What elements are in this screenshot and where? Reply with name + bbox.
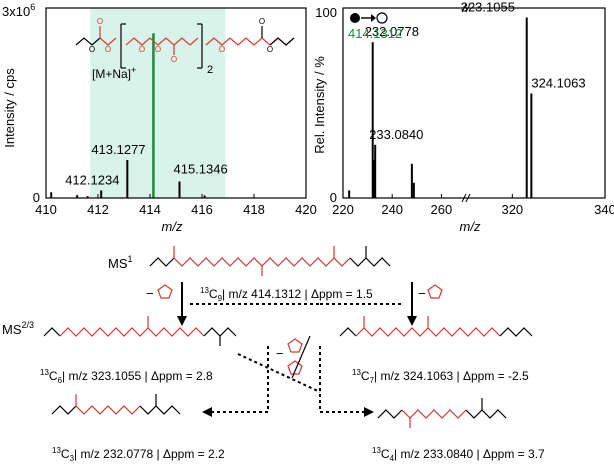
precursor-structure <box>75 23 295 69</box>
svg-text:O: O <box>139 45 145 54</box>
right-x-axis-label: m/z <box>460 219 481 234</box>
arrow-down-left-icon <box>177 316 187 326</box>
or-slash <box>291 335 311 379</box>
right-plot-frame <box>342 7 606 199</box>
adduct-label: [M+Na]+ <box>92 65 136 81</box>
fragment-molecule-2 <box>339 316 533 337</box>
right-y-tick-0: 0 <box>330 190 337 205</box>
fragment-4-annotation: 13C4| m/z 233.0840 | Δppm = 3.7 <box>372 446 545 463</box>
peak-label: 324.1063 <box>531 76 585 91</box>
x-tick-label: 416 <box>191 202 213 217</box>
right-peaks: 232.0778 233.0840 323.1055 324.1063 <box>348 0 586 198</box>
fragment-molecule-4 <box>377 398 507 428</box>
left-y-zero-tick: 0 <box>33 190 40 205</box>
open-circle-icon <box>376 12 388 24</box>
y-multiplier: 3x106 <box>2 2 35 19</box>
left-x-axis-label: m/z <box>162 219 183 234</box>
left-peaks: 412.1234 413.1277 414.1312 415.1346 <box>50 0 228 198</box>
ms1-label: MS1 <box>108 254 133 271</box>
minus-sign-1: − <box>146 286 154 301</box>
scheme-precursor-molecule <box>149 246 391 276</box>
x-tick-label: 260 <box>431 202 453 217</box>
svg-text:O: O <box>259 17 265 26</box>
fragment-2-annotation: 13C7| m/z 324.1063 | Δppm = -2.5 <box>352 368 529 385</box>
left-plot-frame <box>45 7 307 199</box>
ring-loss-icon <box>157 284 443 375</box>
x-tick-label: 220 <box>332 202 354 217</box>
peak-label: 323.1055 <box>461 0 515 15</box>
x-tick-label: 340 <box>594 202 614 217</box>
peak-label: 233.0840 <box>369 127 423 142</box>
fragment-1-annotation: 13C6| m/z 323.1055 | Δppm = 2.8 <box>40 368 213 385</box>
svg-text:O: O <box>219 45 225 54</box>
left-y-axis-label: Intensity / cps <box>2 68 17 148</box>
arrow-down-right-icon <box>407 316 417 326</box>
peak-label: 232.0778 <box>365 24 419 39</box>
svg-text:O: O <box>171 55 177 64</box>
fragment-3-annotation: 13C3| m/z 232.0778 | Δppm = 2.2 <box>52 446 225 463</box>
peak-label: 413.1277 <box>91 142 145 157</box>
right-y-tick-100: 100 <box>315 5 337 20</box>
left-x-ticks: 410 412 414 416 418 420 <box>35 194 317 217</box>
scheme-arrows <box>181 282 413 318</box>
right-x-ticks: 220 240 260 320 340 <box>332 194 614 217</box>
svg-text:O: O <box>105 45 111 54</box>
fragmentation-scheme: MS1 MS2/3 13C9| m/z 414.1312 | Δppm = 1.… <box>2 246 545 463</box>
svg-text:O: O <box>267 45 273 54</box>
svg-text:O: O <box>97 17 103 26</box>
x-tick-label: 320 <box>501 202 523 217</box>
minus-sign-2: − <box>418 286 426 301</box>
right-y-axis-label: Rel. Intensity / % <box>312 56 327 154</box>
precursor-annotation: 13C9| m/z 414.1312 | Δppm = 1.5 <box>200 286 373 303</box>
minus-sign-3: − <box>276 346 284 361</box>
ms23-label: MS2/3 <box>2 320 34 337</box>
scheme-dotted-links <box>190 303 404 413</box>
x-tick-label: 418 <box>243 202 265 217</box>
x-tick-label: 414 <box>139 202 161 217</box>
precursor-structure-atoms: O O O O O O O O O <box>89 17 273 64</box>
filled-circle-icon <box>350 13 360 23</box>
peak-label: 412.1234 <box>65 172 119 187</box>
x-tick-label: 240 <box>381 202 403 217</box>
svg-text:O: O <box>155 45 161 54</box>
repeat-subscript: 2 <box>207 64 213 76</box>
arrowhead-icon <box>371 14 376 22</box>
x-tick-label: 420 <box>295 202 317 217</box>
arrow-right-icon-2 <box>364 407 374 417</box>
fragment-molecule-1 <box>43 316 237 346</box>
x-tick-label: 412 <box>87 202 109 217</box>
arrow-left-icon <box>202 407 212 417</box>
x-tick-label: 410 <box>35 202 57 217</box>
fragment-molecule-3 <box>51 394 181 415</box>
axis-break-marks <box>461 3 471 203</box>
precursor-symbol <box>350 12 388 24</box>
svg-text:O: O <box>89 45 95 54</box>
peak-label: 415.1346 <box>173 162 227 177</box>
precursor-mz-label: 414.1312 <box>348 26 402 41</box>
highlight-region <box>90 8 226 198</box>
peak-label: 414.1312 <box>151 0 205 2</box>
